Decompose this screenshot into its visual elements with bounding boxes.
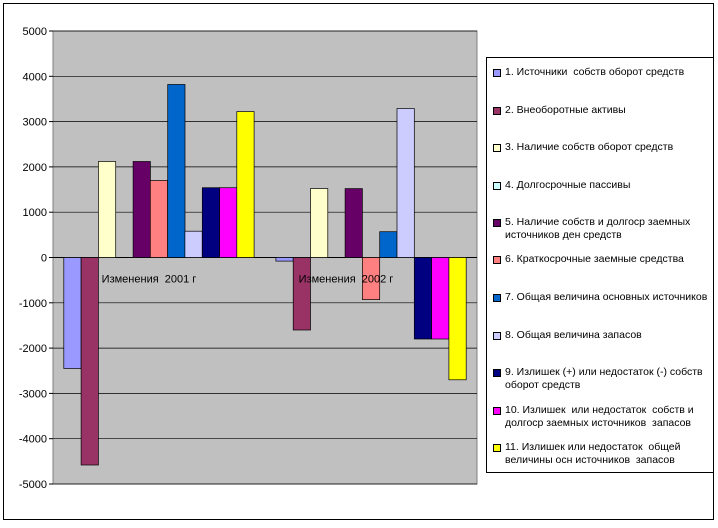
bar-series-7-cat-2 (379, 231, 398, 258)
legend-item-8: 8. Общая величина запасов (493, 329, 709, 342)
chart: 5000 4000 3000 2000 1000 0 -1000 -2000 -3000 -400… (19, 26, 478, 491)
legend-item-5: 5. Наличие собств и долгоср заемных исто… (493, 216, 709, 242)
bar-series-6-cat-2 (362, 257, 381, 300)
bar-series-9-cat-1 (201, 187, 220, 258)
legend-label: 8. Общая величина запасов (505, 329, 642, 341)
legend: 1. Источники собств оборот средств 2. Вне… (486, 57, 714, 473)
y-tick-label: 4000 (23, 71, 47, 83)
y-tick-label: -5000 (19, 479, 47, 491)
legend-swatch (493, 332, 501, 340)
bar-series-5-cat-1 (132, 161, 151, 258)
bar-series-1-cat-2 (275, 257, 294, 262)
y-tick-label: 3000 (23, 117, 47, 129)
legend-item-11: 11. Излишек или недостаток общей величин… (493, 441, 709, 467)
legend-swatch (493, 69, 501, 77)
y-tick-label: 2000 (23, 162, 47, 174)
legend-item-7: 7. Общая величина основных источников (493, 291, 709, 304)
bar-series-6-cat-1 (149, 180, 168, 258)
bar-series-5-cat-2 (344, 188, 363, 258)
legend-swatch (493, 144, 501, 152)
category-label: Изменения 2002 г (299, 274, 394, 286)
y-tick-label: 5000 (23, 26, 47, 38)
legend-swatch (493, 369, 501, 377)
y-tick-label: 1000 (23, 207, 47, 219)
bar-series-9-cat-2 (413, 257, 432, 340)
legend-label: 10. Излишек или недостаток собств и долг… (505, 404, 697, 429)
category-label: Изменения 2001 г (102, 274, 197, 286)
legend-item-10: 10. Излишек или недостаток собств и долг… (493, 404, 709, 430)
legend-item-9: 9. Излишек (+) или недостаток (-) собств… (493, 366, 709, 392)
legend-item-1: 1. Источники собств оборот средств (493, 66, 709, 79)
bar-series-3-cat-1 (98, 161, 117, 258)
legend-label: 6. Краткосрочные заемные средства (505, 253, 684, 265)
y-tick-label: -2000 (19, 343, 47, 355)
bar-series-10-cat-1 (219, 187, 238, 258)
legend-item-6: 6. Краткосрочные заемные средства (493, 253, 709, 266)
legend-item-2: 2. Внеоборотные активы (493, 104, 709, 117)
bar-series-3-cat-2 (310, 188, 329, 258)
legend-swatch (493, 182, 501, 190)
legend-label: 7. Общая величина основных источников (505, 291, 708, 303)
legend-swatch (493, 294, 501, 302)
bar-series-11-cat-1 (236, 111, 255, 258)
legend-swatch (493, 256, 501, 264)
chart-frame: 5000 4000 3000 2000 1000 0 -1000 -2000 -3000 -400… (3, 3, 714, 520)
legend-label: 1. Источники собств оборот средств (505, 66, 685, 78)
legend-item-4: 4. Долгосрочные пассивы (493, 179, 709, 192)
legend-item-3: 3. Наличие собств оборот средств (493, 141, 709, 154)
bar-series-7-cat-1 (167, 84, 186, 258)
bar-series-11-cat-2 (448, 257, 467, 381)
y-tick-label: -1000 (19, 298, 47, 310)
legend-label: 2. Внеоборотные активы (505, 104, 626, 116)
legend-label: 3. Наличие собств оборот средств (505, 141, 674, 153)
bar-series-8-cat-1 (184, 230, 203, 258)
legend-swatch (493, 107, 501, 115)
bar-series-10-cat-2 (431, 257, 450, 340)
bar-series-8-cat-2 (396, 108, 415, 258)
legend-swatch (493, 219, 501, 227)
bar-series-2-cat-1 (80, 257, 99, 466)
bar-series-2-cat-2 (292, 257, 311, 331)
legend-label: 5. Наличие собств и долгоср заемных исто… (505, 216, 694, 241)
legend-swatch (493, 407, 501, 415)
legend-label: 4. Долгосрочные пассивы (505, 179, 631, 191)
y-tick-label: -3000 (19, 388, 47, 400)
legend-label: 11. Излишек или недостаток общей величин… (505, 441, 684, 466)
legend-label: 9. Излишек (+) или недостаток (-) собств… (505, 366, 706, 391)
y-tick-label: -4000 (19, 434, 47, 446)
bar-series-1-cat-1 (63, 257, 82, 369)
legend-swatch (493, 444, 501, 452)
y-tick-label: 0 (41, 253, 47, 265)
